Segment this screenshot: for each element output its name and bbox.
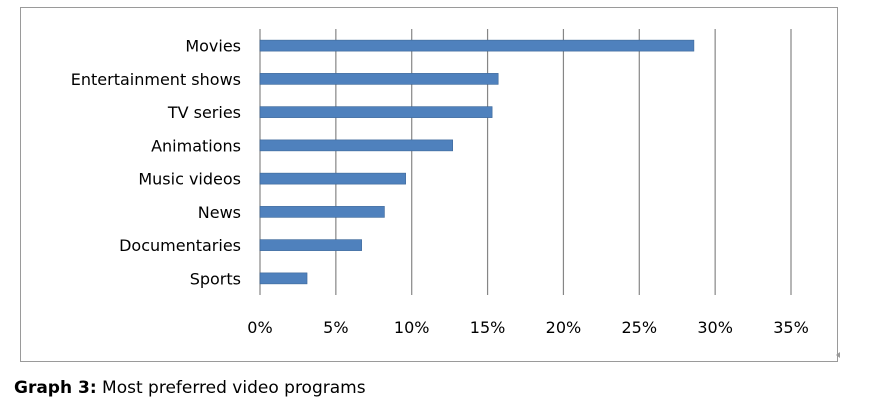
bar [259, 106, 493, 118]
category-label: Animations [151, 136, 241, 155]
x-tick-label: 0% [247, 318, 272, 337]
category-label: Movies [185, 37, 241, 56]
caption-text: Most preferred video programs [96, 378, 366, 398]
category-label: Music videos [138, 170, 241, 189]
bar [259, 73, 499, 85]
bar [259, 39, 695, 52]
category-label: TV series [167, 103, 241, 122]
chart-frame: 0% 5% 10% 15% 20% 25% 30% 35% Movies Entertainmen… [20, 7, 838, 362]
x-tick-label: 5% [323, 318, 348, 337]
category-label: Documentaries [119, 236, 241, 255]
x-tick-label: 30% [697, 318, 733, 337]
bar [259, 239, 362, 251]
bar-chart: 0% 5% 10% 15% 20% 25% 30% 35% Movies Entertainmen… [71, 29, 809, 337]
x-tick-label: 15% [470, 318, 506, 337]
bar [259, 206, 385, 218]
resize-marker [836, 352, 840, 358]
x-tick-label: 20% [546, 318, 582, 337]
bar [259, 172, 406, 185]
bar [259, 139, 453, 152]
x-tick-label: 25% [622, 318, 658, 337]
x-tick-label: 35% [773, 318, 809, 337]
figure-caption: Graph 3: Most preferred video programs [14, 378, 366, 398]
category-label: Entertainment shows [71, 70, 241, 89]
category-label: Sports [190, 269, 241, 288]
category-label: News [198, 203, 241, 222]
x-tick-label: 10% [394, 318, 430, 337]
caption-label: Graph 3: [14, 378, 97, 398]
bar [259, 272, 308, 285]
